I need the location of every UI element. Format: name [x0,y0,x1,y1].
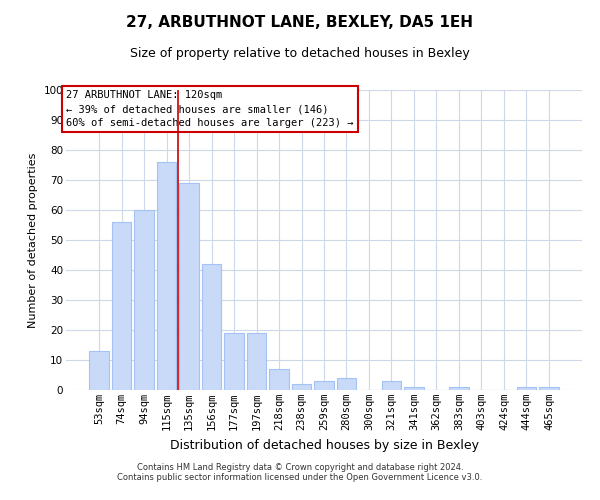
Text: 27 ARBUTHNOT LANE: 120sqm
← 39% of detached houses are smaller (146)
60% of semi: 27 ARBUTHNOT LANE: 120sqm ← 39% of detac… [66,90,353,128]
Bar [89,351,109,390]
Bar [224,333,244,390]
Bar [292,384,311,390]
Bar [404,387,424,390]
Bar [134,210,154,390]
Text: Contains HM Land Registry data © Crown copyright and database right 2024.: Contains HM Land Registry data © Crown c… [137,464,463,472]
Text: 27, ARBUTHNOT LANE, BEXLEY, DA5 1EH: 27, ARBUTHNOT LANE, BEXLEY, DA5 1EH [127,15,473,30]
Bar [337,378,356,390]
Bar [539,387,559,390]
X-axis label: Distribution of detached houses by size in Bexley: Distribution of detached houses by size … [170,438,479,452]
Bar [517,387,536,390]
Text: Size of property relative to detached houses in Bexley: Size of property relative to detached ho… [130,48,470,60]
Bar [247,333,266,390]
Bar [269,369,289,390]
Text: Contains public sector information licensed under the Open Government Licence v3: Contains public sector information licen… [118,474,482,482]
Bar [112,222,131,390]
Bar [382,381,401,390]
Bar [314,381,334,390]
Y-axis label: Number of detached properties: Number of detached properties [28,152,38,328]
Bar [202,264,221,390]
Bar [157,162,176,390]
Bar [449,387,469,390]
Bar [179,183,199,390]
